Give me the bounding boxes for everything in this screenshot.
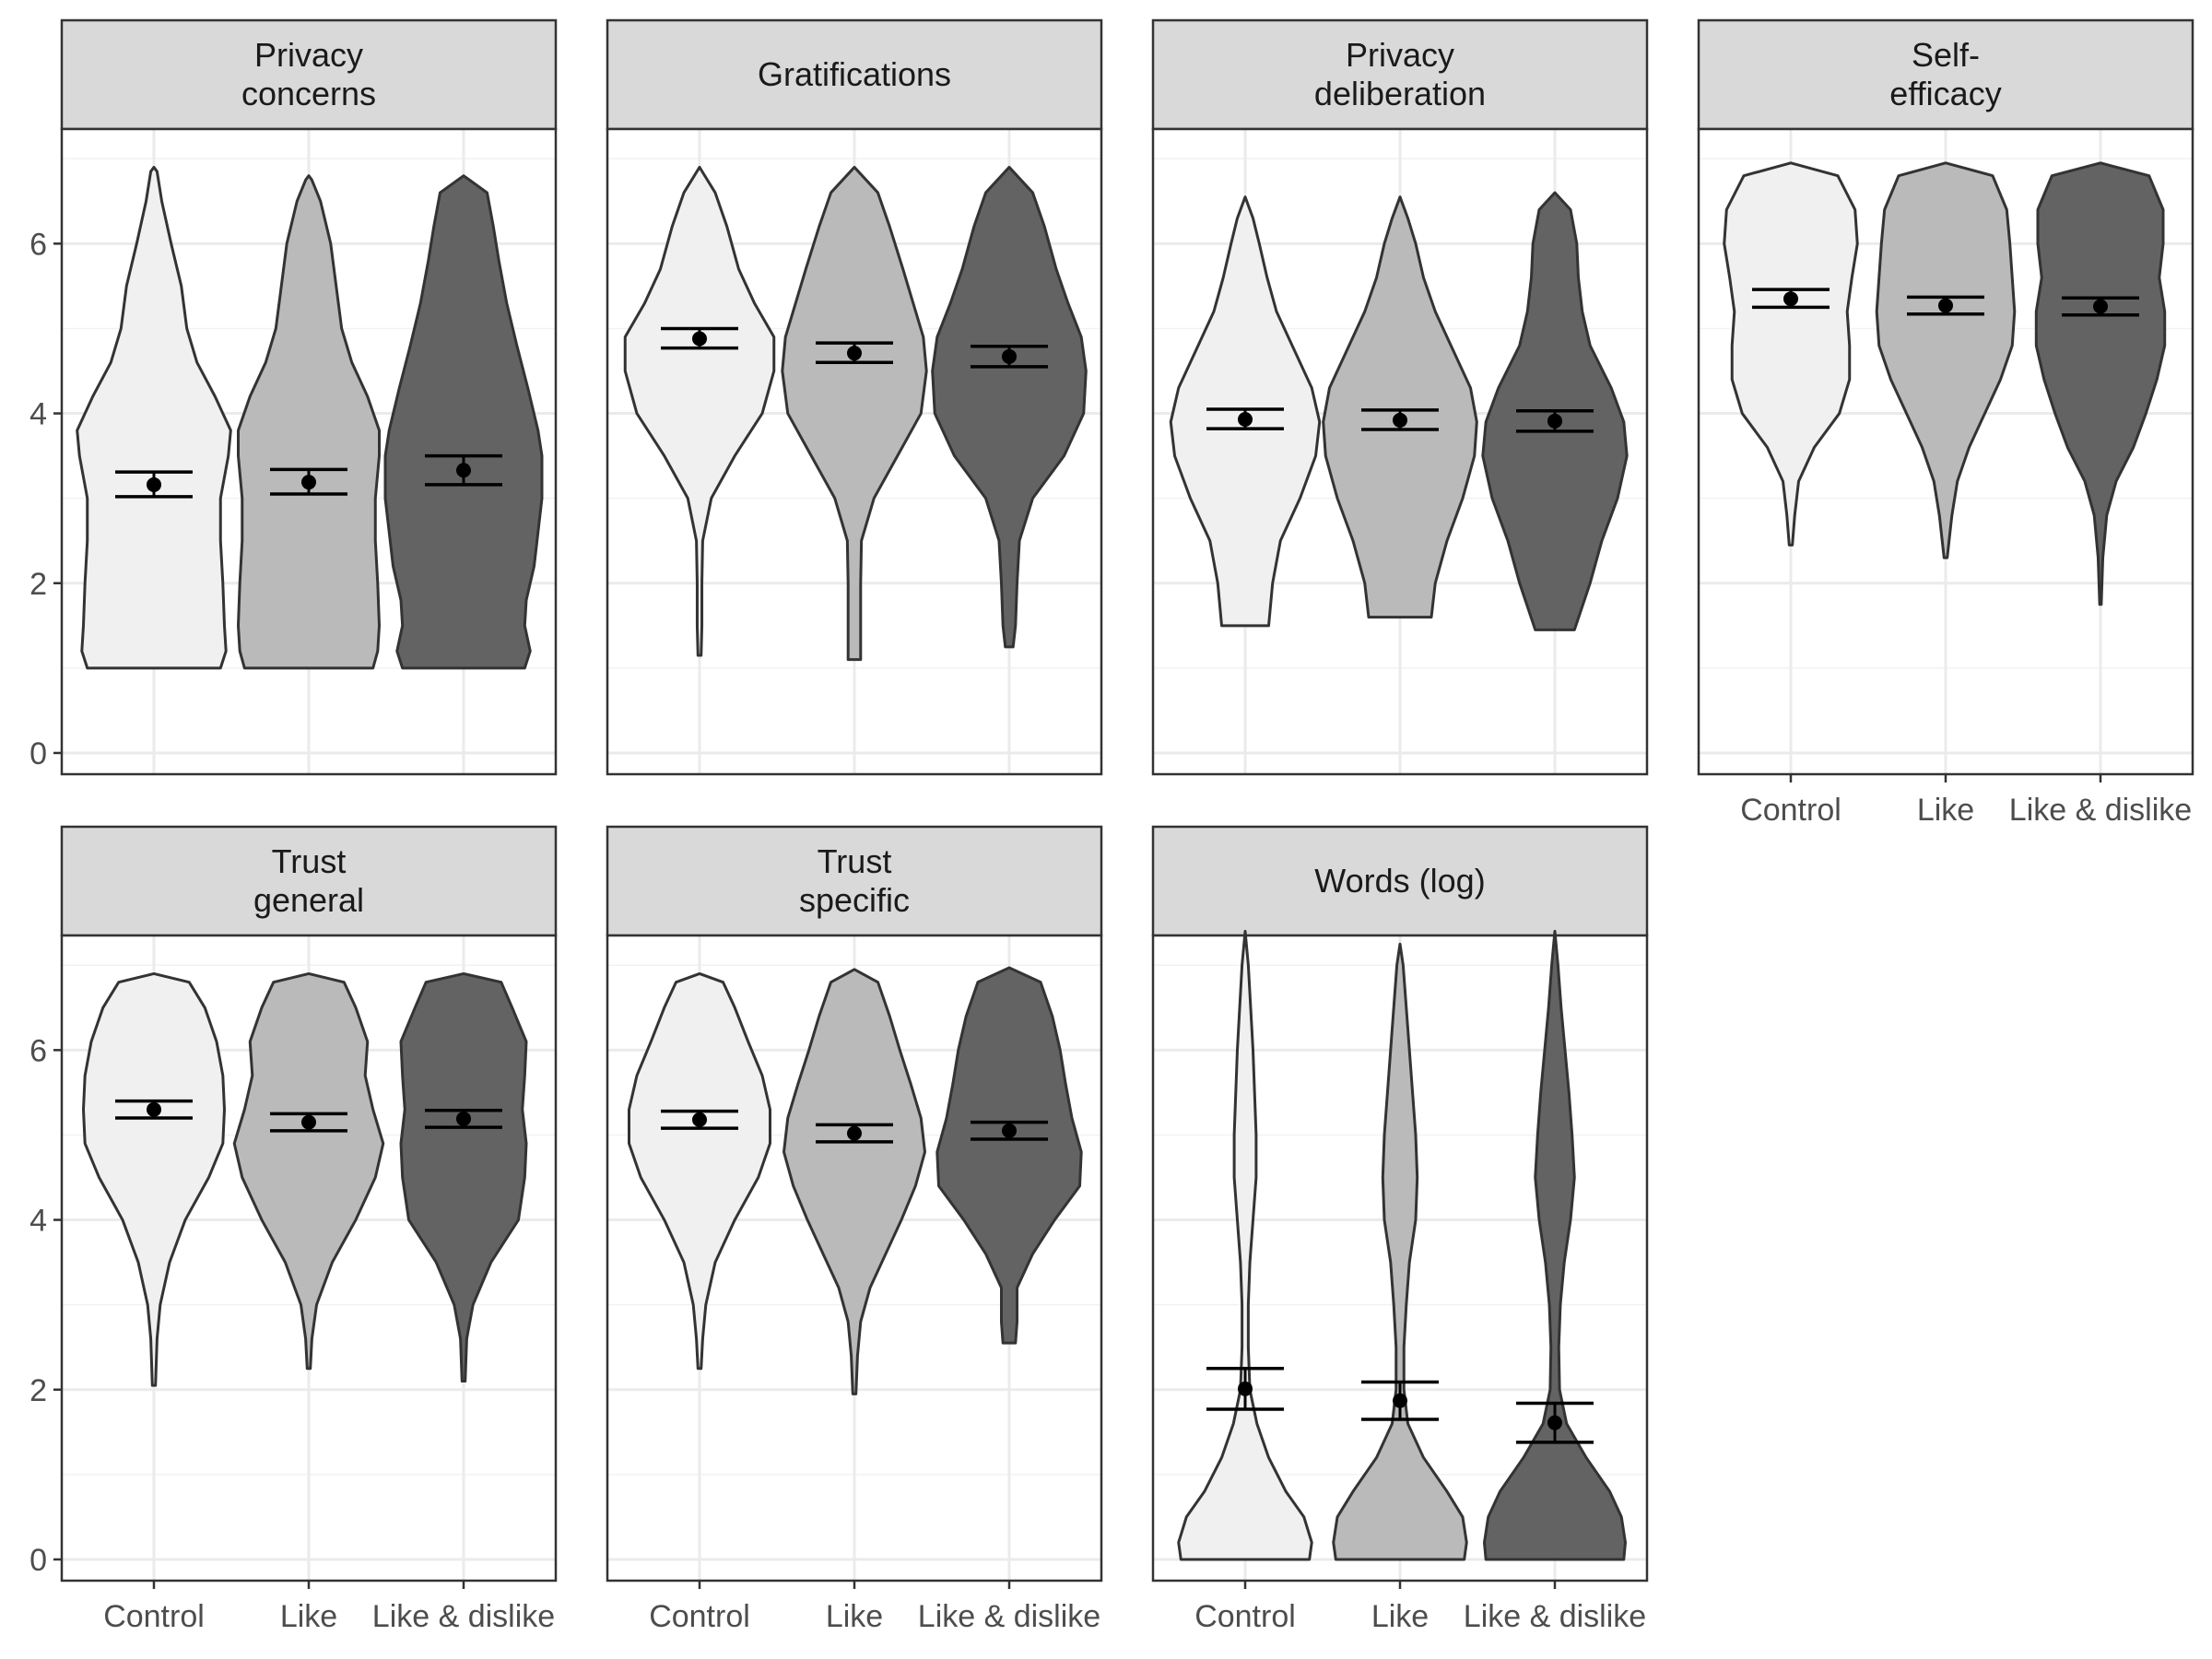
facet-title-line: general — [253, 881, 364, 919]
mean-point — [147, 1101, 161, 1117]
mean-point — [456, 1111, 471, 1126]
violin-control — [1723, 161, 1859, 547]
violin-like — [237, 174, 381, 670]
violin-control — [628, 971, 771, 1371]
panel-border — [1151, 127, 1649, 776]
x-tick-label: Control — [1740, 793, 1841, 828]
x-tick-label: Control — [1194, 1599, 1296, 1634]
violin-control — [623, 165, 776, 657]
x-tick-label: Like — [280, 1599, 337, 1634]
mean-point — [1238, 412, 1253, 427]
facet-panel-3: Self-efficacy Control Like Like & dislike — [1697, 18, 2194, 828]
mean-point — [1393, 1393, 1407, 1408]
violin-control — [76, 165, 232, 670]
facet-panel-6: Words (log) Control Like Like & dislike — [1151, 825, 1649, 1634]
mean-point — [1547, 413, 1562, 429]
violin-control — [1177, 929, 1313, 1561]
facet-title-line: Trust — [272, 842, 347, 880]
facet-strip — [1151, 825, 1649, 937]
mean-point — [1238, 1381, 1253, 1396]
violin-like-dislike — [2034, 161, 2167, 606]
x-tick-label: Like — [1917, 793, 1974, 828]
x-tick-label: Like & dislike — [372, 1599, 555, 1634]
mean-point — [2093, 299, 2108, 314]
mean-point — [1393, 412, 1407, 428]
y-tick-label: 6 — [29, 1033, 47, 1068]
y-tick-label: 2 — [29, 1373, 47, 1408]
mean-point — [147, 477, 161, 492]
y-tick-label: 0 — [29, 736, 47, 771]
violin-like-dislike — [935, 966, 1083, 1345]
facet-title-line: Privacy — [1346, 36, 1454, 74]
facet-title-line: Gratifications — [758, 55, 951, 93]
mean-point — [456, 463, 471, 478]
panel-border — [60, 127, 558, 776]
mean-point — [1938, 298, 1953, 313]
x-tick-label: Control — [103, 1599, 205, 1634]
facet-strip — [606, 825, 1103, 937]
x-tick-label: Like & dislike — [1464, 1599, 1646, 1634]
violin-like-dislike — [1483, 929, 1627, 1561]
x-tick-label: Like — [826, 1599, 883, 1634]
mean-point — [1547, 1415, 1562, 1430]
facet-panel-1: Gratifications — [606, 18, 1103, 776]
violin-like — [232, 971, 385, 1371]
mean-point — [847, 346, 862, 361]
mean-point — [847, 1125, 862, 1141]
mean-point — [301, 475, 316, 490]
facet-strip — [606, 18, 1103, 131]
mean-point — [301, 1114, 316, 1130]
x-tick-label: Like — [1371, 1599, 1429, 1634]
y-tick-label: 4 — [29, 397, 47, 432]
y-tick-label: 4 — [29, 1204, 47, 1239]
mean-point — [1002, 1123, 1017, 1138]
mean-point — [692, 331, 707, 347]
violin-control — [82, 971, 226, 1387]
violin-like-dislike — [931, 165, 1088, 649]
violin-like — [1322, 195, 1478, 619]
y-tick-label: 0 — [29, 1543, 47, 1578]
facet-strip — [60, 18, 558, 131]
violin-like — [782, 968, 926, 1395]
violin-like — [781, 165, 928, 662]
facet-title-line: Trust — [818, 842, 892, 880]
facet-title-line: Self- — [1912, 36, 1980, 74]
x-tick-label: Like & dislike — [918, 1599, 1100, 1634]
facet-strip — [1151, 18, 1649, 131]
violin-like-dislike — [399, 971, 528, 1383]
facet-title-line: Privacy — [254, 36, 363, 74]
mean-point — [1002, 348, 1017, 364]
mean-point — [1783, 291, 1798, 307]
facet-strip — [1697, 18, 2194, 131]
facet-title-line: deliberation — [1314, 75, 1486, 112]
facet-strip — [60, 825, 558, 937]
y-tick-label: 6 — [29, 227, 47, 262]
panel-border — [606, 127, 1103, 776]
mean-point — [692, 1112, 707, 1127]
facet-title-line: efficacy — [1889, 75, 2001, 112]
y-tick-label: 2 — [29, 567, 47, 602]
facet-title-line: Words (log) — [1314, 862, 1485, 900]
violin-like-dislike — [383, 174, 544, 670]
facet-title-line: concerns — [241, 75, 376, 112]
x-tick-label: Control — [649, 1599, 750, 1634]
violin-like — [1875, 161, 2017, 559]
facet-title-line: specific — [799, 881, 910, 919]
x-tick-label: Like & dislike — [2009, 793, 2192, 828]
